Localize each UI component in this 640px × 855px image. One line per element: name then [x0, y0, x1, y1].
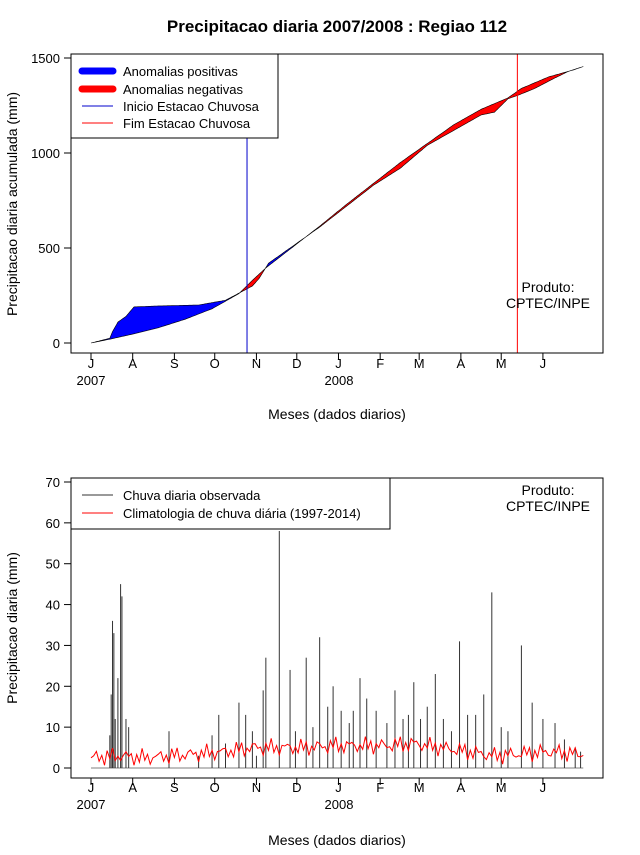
bottom-x-tick-label: J	[88, 780, 95, 795]
top-y-tick-label: 0	[53, 336, 60, 351]
top-x-tick-label: N	[252, 356, 261, 371]
climatology-line	[90, 736, 584, 766]
bottom-y-tick-label: 70	[46, 475, 60, 490]
positive-anomaly-area	[265, 234, 308, 269]
bottom-x-axis-label: Meses (dados diarios)	[268, 832, 406, 848]
bottom-x-tick-label: A	[128, 780, 137, 795]
bottom-legend: Chuva diaria observada Climatologia de c…	[70, 477, 391, 530]
bottom-daily-bars	[91, 531, 584, 769]
negative-anomaly-area	[240, 266, 267, 293]
top-year-label-2008: 2008	[325, 373, 354, 388]
bottom-y-tick-label: 50	[46, 557, 60, 572]
bottom-x-tick-label: M	[496, 780, 507, 795]
legend-label-observed: Chuva diaria observada	[123, 488, 261, 503]
positive-anomaly-area	[90, 291, 241, 344]
bottom-product-note-line1: Produto:	[522, 482, 575, 498]
top-y-axis-label: Precipitacao diaria acumulada (mm)	[4, 92, 20, 316]
top-chart-title: Precipitacao diaria 2007/2008 : Regiao 1…	[167, 17, 507, 36]
bottom-y-tick-label: 10	[46, 720, 60, 735]
bottom-y-tick-label: 20	[46, 679, 60, 694]
legend-label-positive: Anomalias positivas	[123, 64, 238, 79]
bottom-x-tick-label: S	[170, 780, 179, 795]
bottom-chart: 0 10 20 30 40 50 60 70 J A S O N D J F M A M J 2007 2008 M…	[4, 475, 604, 848]
bottom-x-tick-label: O	[210, 780, 220, 795]
top-product-note-line2: CPTEC/INPE	[506, 295, 590, 311]
top-legend: Anomalias positivas Anomalias negativas …	[70, 53, 279, 139]
top-x-tick-label: J	[335, 356, 342, 371]
top-x-tick-label: M	[414, 356, 425, 371]
top-y-tick-label: 1500	[31, 51, 60, 66]
top-x-tick-label: J	[540, 356, 547, 371]
bottom-x-tick-label: J	[335, 780, 342, 795]
bottom-y-tick-label: 30	[46, 638, 60, 653]
top-chart: Precipitacao diaria 2007/2008 : Regiao 1…	[4, 17, 604, 422]
legend-label-climatology: Climatologia de chuva diária (1997-2014)	[123, 506, 361, 521]
top-product-note-line1: Produto:	[522, 279, 575, 295]
bottom-x-tick-label: M	[414, 780, 425, 795]
bottom-y-tick-label: 40	[46, 598, 60, 613]
top-y-axis: 0 500 1000 1500	[31, 51, 71, 351]
bottom-x-tick-label: A	[457, 780, 466, 795]
top-x-axis-label: Meses (dados diarios)	[268, 406, 406, 422]
bottom-product-note-line2: CPTEC/INPE	[506, 498, 590, 514]
top-x-tick-label: J	[88, 356, 95, 371]
bottom-y-tick-label: 60	[46, 516, 60, 531]
bottom-y-tick-label: 0	[53, 761, 60, 776]
top-x-tick-label: O	[210, 356, 220, 371]
top-x-tick-label: M	[496, 356, 507, 371]
top-x-tick-label: A	[128, 356, 137, 371]
bottom-x-tick-label: D	[292, 780, 301, 795]
top-year-label-2007: 2007	[77, 373, 106, 388]
bottom-x-tick-label: N	[252, 780, 261, 795]
top-x-tick-label: S	[170, 356, 179, 371]
top-x-tick-label: D	[292, 356, 301, 371]
bottom-y-axis: 0 10 20 30 40 50 60 70	[46, 475, 71, 776]
bottom-year-label-2007: 2007	[77, 797, 106, 812]
bottom-year-label-2008: 2008	[325, 797, 354, 812]
positive-anomaly-area	[568, 66, 584, 72]
top-y-tick-label: 500	[38, 241, 60, 256]
legend-label-onset: Inicio Estacao Chuvosa	[123, 99, 260, 114]
top-x-tick-label: F	[376, 356, 384, 371]
bottom-legend-box	[70, 477, 391, 530]
bottom-x-tick-label: J	[540, 780, 547, 795]
top-plot-frame	[70, 53, 604, 354]
legend-label-end: Fim Estacao Chuvosa	[123, 116, 251, 131]
negative-anomaly-area	[307, 71, 569, 237]
top-y-tick-label: 1000	[31, 146, 60, 161]
legend-label-negative: Anomalias negativas	[123, 82, 243, 97]
bottom-y-axis-label: Precipitacao diaria (mm)	[4, 552, 20, 704]
top-x-tick-label: A	[457, 356, 466, 371]
bottom-x-tick-label: F	[376, 780, 384, 795]
